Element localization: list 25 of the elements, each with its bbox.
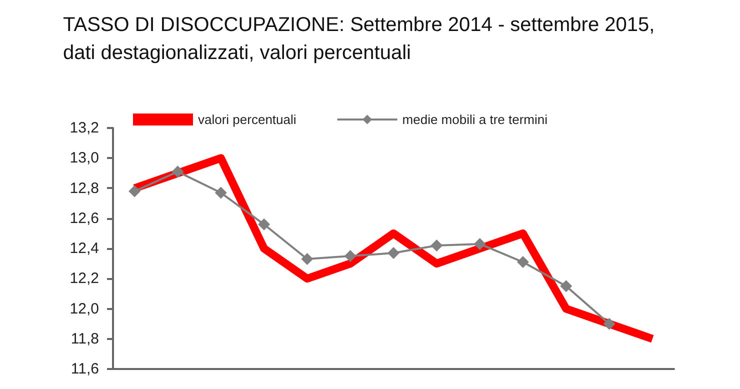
point [603,318,616,330]
point [388,247,400,260]
legend-label: medie mobili a tre termini [402,112,548,127]
y-tick-label: 12,6 [70,210,99,227]
y-tick-label: 12,2 [70,270,99,288]
point [301,253,314,266]
y-tick-label: 12,0 [70,300,99,318]
point [516,256,529,268]
point [474,238,486,250]
point [172,166,184,178]
chart-subtitle: dati destagionalizzati, valori percentuali [63,42,411,64]
point [560,280,572,292]
y-tick-label: 13,2 [70,120,99,136]
y-tick-label: 11,8 [70,330,99,348]
y-tick-label: 13,0 [70,150,99,167]
point [258,218,270,230]
y-tick-label: 11,6 [70,360,99,378]
y-tick-label: 12,4 [70,240,99,257]
point [430,239,443,252]
chart-title: TASSO DI DISOCCUPAZIONE: Settembre 2014 - settembre 2015, [63,14,655,36]
y-tick-label: 12,8 [70,180,99,197]
point [214,186,227,199]
point [344,250,356,262]
point [128,185,141,198]
legend-label: valori percentuali [198,112,296,127]
